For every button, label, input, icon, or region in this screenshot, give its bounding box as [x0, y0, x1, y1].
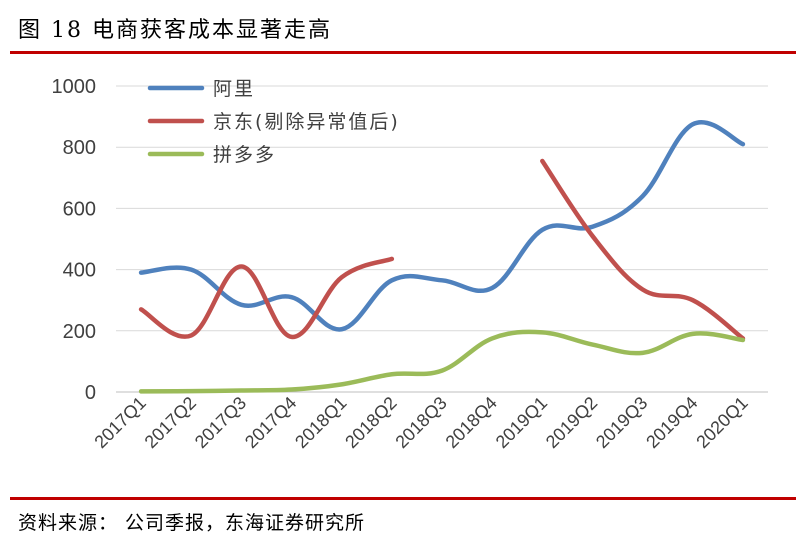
x-tick-label: 2018Q1 [291, 393, 350, 452]
x-tick-label: 2017Q4 [241, 393, 300, 452]
x-tick-label: 2018Q3 [391, 393, 450, 452]
x-tick-label: 2019Q3 [592, 393, 651, 452]
source-divider [10, 497, 796, 500]
title-divider [10, 51, 796, 54]
x-tick-label: 2019Q1 [492, 393, 551, 452]
x-tick-label: 2017Q2 [141, 393, 200, 452]
legend-label: 京东(剔除异常值后) [213, 111, 400, 133]
y-tick-label: 200 [63, 321, 96, 343]
series-line-2 [540, 158, 746, 341]
x-tick-label: 2017Q1 [90, 393, 149, 452]
series-lines [138, 120, 746, 394]
y-tick-label: 0 [85, 382, 96, 404]
x-tick-label: 2018Q2 [341, 393, 400, 452]
x-tick-label: 2019Q2 [542, 393, 601, 452]
y-tick-label: 600 [63, 198, 96, 220]
y-tick-label: 1000 [52, 76, 97, 98]
gridlines [116, 85, 768, 393]
x-tick-label: 2020Q1 [692, 393, 751, 452]
series-line-2 [138, 256, 395, 340]
figure-title: 图 18 电商获客成本显著走高 [18, 18, 332, 43]
x-tick-label: 2018Q4 [442, 393, 501, 452]
series-line-1 [138, 120, 746, 332]
series-line-3 [138, 329, 746, 394]
y-axis-ticks: 0 200 400 600 800 1000 [52, 76, 97, 404]
source-note: 资料来源： 公司季报，东海证券研究所 [18, 512, 366, 534]
x-tick-label: 2017Q3 [191, 393, 250, 452]
x-axis-ticks: 2017Q12017Q22017Q32017Q42018Q12018Q22018… [90, 393, 751, 452]
legend-label: 拼多多 [213, 144, 276, 166]
legend-label: 阿里 [213, 78, 255, 100]
y-tick-label: 800 [63, 137, 96, 159]
y-tick-label: 400 [63, 260, 96, 282]
x-tick-label: 2019Q4 [642, 393, 701, 452]
